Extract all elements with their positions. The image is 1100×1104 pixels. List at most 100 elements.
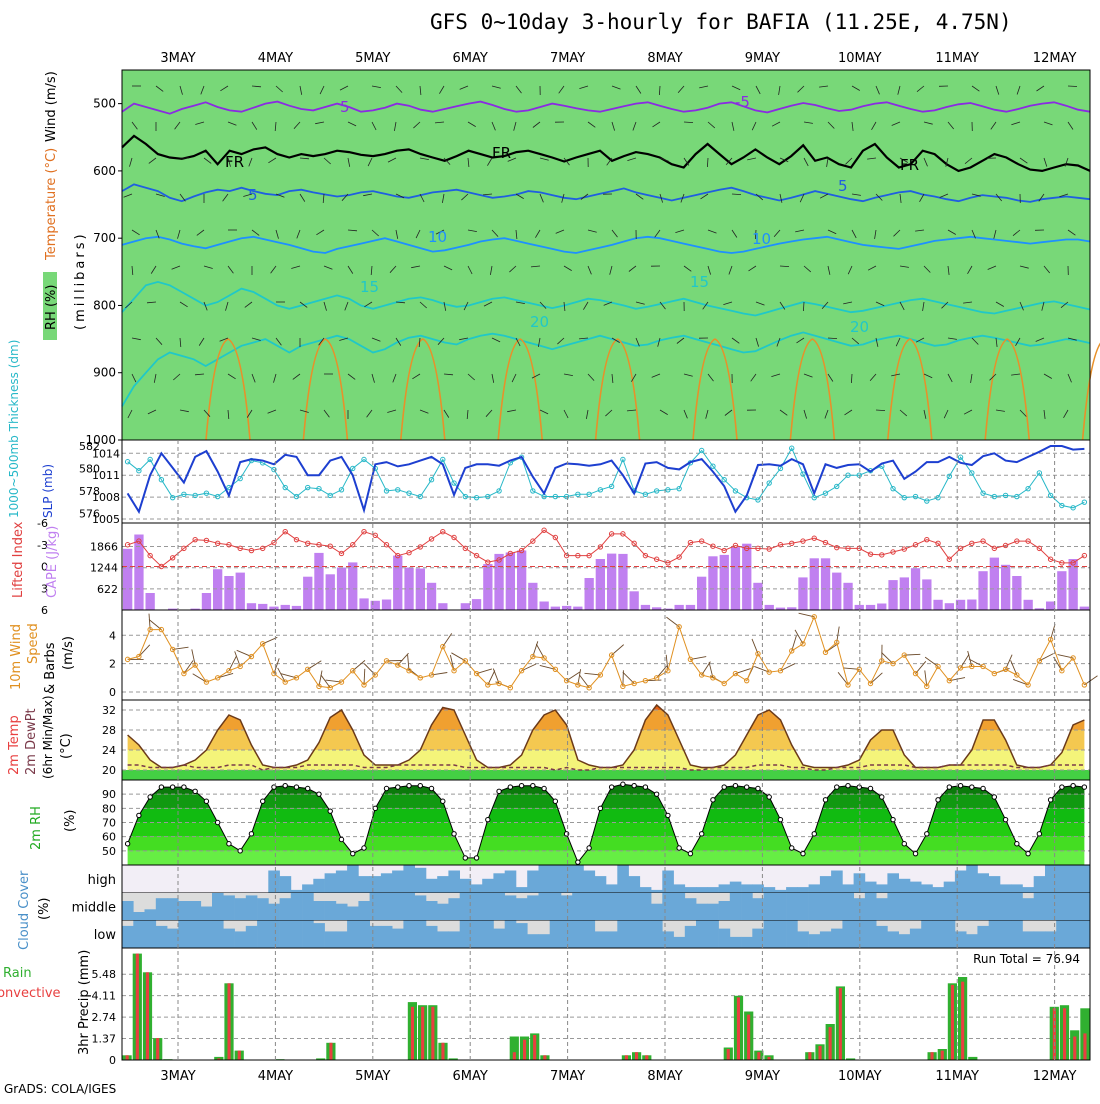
rh-band bbox=[122, 837, 1090, 851]
cloud-bar bbox=[167, 929, 179, 948]
cloud-bar bbox=[212, 920, 224, 948]
cloud-bar bbox=[1068, 920, 1080, 948]
cloud-bar bbox=[437, 931, 449, 948]
cloud-bar bbox=[606, 884, 618, 892]
rh2m-point bbox=[452, 832, 456, 836]
rh2m-point bbox=[654, 792, 658, 796]
rh2m-point bbox=[148, 795, 152, 799]
rh2m-point bbox=[756, 786, 760, 790]
cloud-bar bbox=[539, 865, 551, 893]
cloud-bar bbox=[730, 882, 742, 893]
cape-bar bbox=[393, 556, 402, 610]
precip-conv-bar bbox=[441, 1043, 444, 1060]
rh2m-point bbox=[598, 806, 602, 810]
rh2m-point bbox=[564, 832, 568, 836]
cloud-bar bbox=[831, 929, 843, 948]
rh2m-point bbox=[812, 832, 816, 836]
rh2m-point bbox=[215, 820, 219, 824]
cloud-bar bbox=[291, 893, 303, 921]
cloud-bar bbox=[876, 884, 888, 892]
cloud-bar bbox=[302, 893, 314, 921]
cloud-bar bbox=[302, 920, 314, 948]
cloud-bar bbox=[775, 920, 787, 948]
cape-bar bbox=[483, 564, 492, 610]
cloud-bar bbox=[1068, 865, 1080, 893]
cloud-bar bbox=[561, 920, 573, 948]
cloud-bar bbox=[786, 893, 798, 921]
cape-bar bbox=[202, 593, 211, 610]
date-label-bottom: 5MAY bbox=[355, 1069, 390, 1084]
precip-conv-bar bbox=[523, 1040, 526, 1060]
page-title: GFS 0~10day 3-hourly for BAFIA (11.25E, … bbox=[430, 10, 1012, 34]
cloud-ylabel: Cloud Cover bbox=[17, 870, 32, 950]
cape-bar bbox=[843, 583, 852, 610]
cape-bar bbox=[855, 605, 864, 610]
cloud-bar bbox=[1079, 920, 1091, 948]
precip-conv-bar bbox=[747, 1015, 750, 1060]
cloud-bar bbox=[235, 931, 247, 948]
cloud-bar bbox=[741, 893, 753, 921]
rh2m-point bbox=[778, 817, 782, 821]
precip-conv-bar bbox=[727, 1049, 730, 1060]
cape-bar bbox=[978, 571, 987, 610]
cloud-bar bbox=[426, 926, 438, 948]
cloud-bar bbox=[539, 934, 551, 948]
wind-ylabel-barbs: & Barbs bbox=[43, 642, 58, 694]
cloud-bar bbox=[212, 893, 224, 921]
cloud-bar bbox=[741, 884, 753, 892]
cape-bar bbox=[720, 555, 729, 610]
cloud-bar bbox=[280, 920, 292, 948]
cloud-bar bbox=[358, 876, 370, 893]
cape-bar bbox=[326, 574, 335, 610]
cloud-bar bbox=[1000, 893, 1012, 921]
precip-conv-bar bbox=[1063, 1008, 1066, 1060]
cape-bar bbox=[224, 576, 233, 610]
date-label-top: 10MAY bbox=[838, 51, 882, 66]
cloud-bar bbox=[156, 898, 168, 920]
cloud-bar bbox=[640, 920, 652, 948]
cloud-bar bbox=[336, 871, 348, 893]
precip-conv-bar bbox=[136, 954, 139, 1060]
precip-conv-bar bbox=[808, 1052, 811, 1060]
precip-total-ylabel: Total / Rain bbox=[0, 966, 32, 981]
cloud-bar bbox=[122, 926, 134, 948]
cloud-bar bbox=[133, 920, 145, 948]
cloud-bar bbox=[966, 893, 978, 921]
cloud-bar bbox=[831, 871, 843, 893]
rh2m-point bbox=[1048, 798, 1052, 802]
cloud-bar bbox=[640, 887, 652, 893]
cloud-bar bbox=[719, 929, 731, 948]
footer-credit: GrADS: COLA/IGES bbox=[4, 1082, 116, 1096]
cloud-bar bbox=[1056, 893, 1068, 921]
cloud-bar bbox=[1034, 876, 1046, 893]
cloud-bar bbox=[921, 884, 933, 892]
cloud-bar bbox=[482, 893, 494, 921]
cloud-bar bbox=[426, 901, 438, 920]
isotherm-label: 5 bbox=[340, 98, 350, 116]
precip-conv-bar bbox=[931, 1052, 934, 1060]
rh2m-point bbox=[587, 846, 591, 850]
date-label-bottom: 8MAY bbox=[647, 1069, 682, 1084]
temp-band bbox=[122, 700, 1090, 710]
rh2m-point bbox=[249, 832, 253, 836]
precip-conv-ylabel: Convective bbox=[0, 986, 61, 1001]
cloud-unit: (%) bbox=[37, 898, 52, 921]
cloud-bar bbox=[437, 904, 449, 921]
rh2m-point bbox=[351, 851, 355, 855]
cloud-bar bbox=[505, 920, 517, 948]
date-label-top: 9MAY bbox=[745, 51, 780, 66]
cloud-bar bbox=[842, 920, 854, 948]
precip-conv-bar bbox=[951, 985, 954, 1060]
rh2m-point bbox=[317, 792, 321, 796]
cloud-bar bbox=[291, 890, 303, 893]
cloud-bar bbox=[899, 893, 911, 921]
date-label-bottom: 10MAY bbox=[838, 1069, 882, 1084]
cloud-bar bbox=[448, 871, 460, 893]
cloud-bar bbox=[707, 920, 719, 948]
precip-conv-bar bbox=[431, 1007, 434, 1060]
cloud-bar bbox=[1023, 931, 1035, 948]
